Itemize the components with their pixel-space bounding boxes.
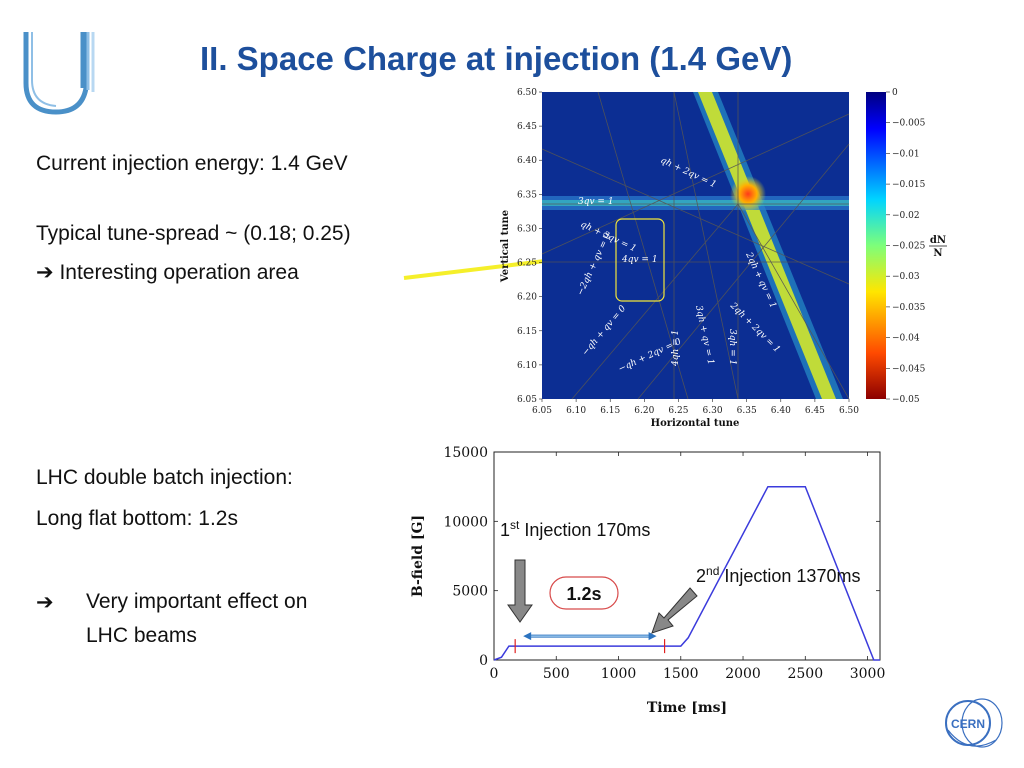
- tune-ytick-label: 6.10: [517, 361, 537, 371]
- tune-ytick-label: 6.30: [517, 224, 537, 234]
- bfield-xtick-label: 1500: [663, 666, 699, 682]
- colorbar-tick-label: 0: [892, 88, 898, 98]
- tune-xtick-label: 6.40: [771, 406, 791, 416]
- colorbar-tick-label: −0.04: [892, 334, 920, 344]
- tune-ytick-label: 6.05: [517, 395, 537, 405]
- university-logo: [23, 32, 95, 115]
- colorbar-tick-label: −0.015: [892, 180, 926, 190]
- colorbar: [866, 92, 886, 399]
- colorbar-label-top: dN: [930, 235, 946, 246]
- flat-label-box: [549, 576, 619, 610]
- interesting-area-bullet: ➔ Interesting operation area: [36, 260, 299, 285]
- tune-ytick-label: 6.40: [517, 156, 537, 166]
- slide-title: II. Space Charge at injection (1.4 GeV): [200, 40, 793, 77]
- long-flat-text: Long flat bottom: 1.2s: [36, 507, 238, 530]
- inj2-arrow-icon: [651, 587, 698, 634]
- bfield-xtick-label: 1000: [601, 666, 637, 682]
- bfield-plot-area: [493, 451, 881, 661]
- colorbar-tick-label: −0.035: [892, 303, 926, 313]
- inj1-arrow-icon: [507, 559, 533, 623]
- tune-ylabel: Vertical tune: [500, 210, 511, 283]
- tune-ytick-label: 6.50: [517, 88, 537, 98]
- bfield-ytick-label: 5000: [452, 584, 488, 600]
- inj2-annotation: 2nd Injection 1370ms: [696, 564, 860, 586]
- effect-line2: LHC beams: [86, 624, 197, 647]
- colorbar-tick-label: −0.05: [892, 395, 920, 405]
- interesting-area-text: Interesting operation area: [59, 261, 299, 284]
- flat-bottom-double-arrow: [523, 632, 657, 641]
- tune-xtick-label: 6.25: [668, 406, 688, 416]
- bfield-ylabel: B-field [G]: [410, 515, 426, 597]
- inj1-annotation: 1st Injection 170ms: [500, 518, 650, 540]
- bfield-xtick-label: 2000: [725, 666, 761, 682]
- tune-diagram: qh + 2qv = 1 3qv = 1 qh + 3qv = 1 4qv = …: [500, 88, 947, 429]
- tune-xtick-label: 6.15: [600, 406, 620, 416]
- bfield-xtick-label: 0: [490, 666, 499, 682]
- tune-xtick-label: 6.30: [703, 406, 723, 416]
- flat-label: 1.2s: [566, 584, 601, 604]
- svg-text:3qh = 1: 3qh = 1: [727, 329, 737, 365]
- arrow-right-icon: ➔: [36, 261, 54, 284]
- tune-xtick-label: 6.05: [532, 406, 552, 416]
- cern-logo-text: CERN: [951, 717, 985, 731]
- bfield-chart: 0 500 1000 1500 2000 2500 3000050001000015000 …: [410, 445, 886, 716]
- bfield-ytick-label: 10000: [443, 514, 488, 530]
- bfield-ytick-label: 0: [479, 653, 488, 669]
- lhc-double-text: LHC double batch injection:: [36, 466, 293, 489]
- effect-line1: Very important effect on: [86, 590, 308, 613]
- colorbar-tick-label: −0.02: [892, 211, 920, 221]
- bfield-xtick-label: 500: [543, 666, 570, 682]
- svg-text:4qv = 1: 4qv = 1: [621, 255, 658, 265]
- colorbar-label-bottom: N: [933, 248, 942, 259]
- tune-xlabel: Horizontal tune: [651, 418, 740, 429]
- bfield-xtick-label: 2500: [787, 666, 823, 682]
- bfield-ytick-label: 15000: [443, 445, 488, 461]
- effect-arrow: ➔: [36, 591, 54, 614]
- tune-ytick-label: 6.45: [517, 122, 537, 132]
- tune-xtick-label: 6.45: [805, 406, 825, 416]
- tune-ytick-label: 6.35: [517, 190, 537, 200]
- colorbar-tick-label: −0.045: [892, 364, 926, 374]
- colorbar-tick-label: −0.01: [892, 149, 920, 159]
- tune-ytick-label: 6.20: [517, 293, 537, 303]
- colorbar-tick-label: −0.03: [892, 272, 920, 282]
- bfield-series-line: [493, 485, 880, 661]
- svg-text:4qh = 1: 4qh = 1: [671, 330, 681, 367]
- tune-xtick-label: 6.10: [566, 406, 586, 416]
- svg-text:3qv = 1: 3qv = 1: [578, 197, 614, 207]
- current-energy-text: Current injection energy: 1.4 GeV: [36, 152, 348, 175]
- colorbar-tick-label: −0.025: [892, 242, 926, 252]
- colorbar-tick-label: −0.005: [892, 119, 926, 129]
- tune-xtick-label: 6.50: [839, 406, 859, 416]
- tune-ytick-label: 6.25: [517, 259, 537, 269]
- bfield-xtick-label: 3000: [850, 666, 886, 682]
- operation-area-box: [615, 218, 665, 302]
- tune-xtick-label: 6.20: [634, 406, 654, 416]
- cern-logo: CERN: [945, 698, 1003, 748]
- tune-spread-text: Typical tune-spread ~ (0.18; 0.25): [36, 222, 351, 245]
- tune-ytick-label: 6.15: [517, 327, 537, 337]
- tune-xtick-label: 6.35: [737, 406, 757, 416]
- bfield-xlabel: Time [ms]: [647, 700, 727, 716]
